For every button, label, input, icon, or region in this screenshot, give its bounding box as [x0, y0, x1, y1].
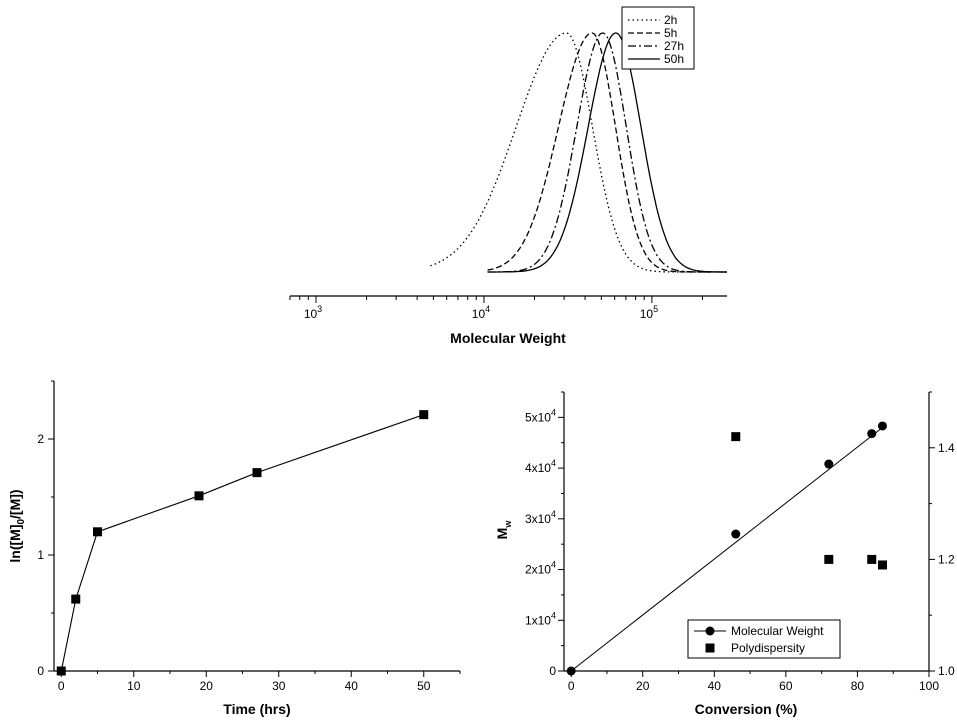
conversion-x-tick-label: 40 [708, 679, 722, 693]
kinetics-ticks: 0 10 20 30 40 50 0 1 2 [37, 380, 461, 693]
kinetics-series [56, 410, 429, 676]
mwd-tick-label: 105 [640, 304, 658, 321]
legend-marker-polydispersity [705, 643, 715, 653]
conversion-x-tick-label: 60 [779, 679, 793, 693]
legend-label-polydispersity: Polydispersity [731, 641, 805, 655]
kinetics-point [56, 666, 66, 676]
mwd-legend-label-5h: 5h [664, 26, 677, 40]
legend-marker-molecular-weight [705, 626, 715, 636]
polydispersity-point [867, 554, 877, 564]
mwd-tick-label: 103 [304, 304, 322, 321]
kinetics-y-tick-label: 0 [37, 664, 44, 678]
conversion-left-y-tick-label: 0 [549, 664, 556, 678]
conversion-left-y-tick-label: 4x104 [525, 458, 556, 475]
kinetics-x-tick-label: 0 [58, 679, 65, 693]
kinetics-x-tick-label: 20 [200, 679, 214, 693]
polydispersity-point [731, 432, 741, 442]
mwd-ticks: 103 104 105 [289, 296, 703, 321]
conversion-x-axis-title: Conversion (%) [695, 701, 798, 717]
molecular-weight-point [824, 459, 834, 469]
conversion-series [566, 421, 887, 676]
kinetics-x-tick-label: 50 [417, 679, 431, 693]
kinetics-x-tick-label: 10 [127, 679, 141, 693]
conversion-y-axis-title: Mw [494, 520, 513, 540]
conversion-x-tick-label: 0 [568, 679, 575, 693]
molecular-weight-point [867, 429, 877, 439]
conversion-left-y-tick-label: 1x104 [525, 610, 556, 627]
kinetics-x-tick-label: 30 [272, 679, 286, 693]
conversion-x-tick-label: 80 [851, 679, 865, 693]
mwd-curve-27h [487, 32, 727, 273]
kinetics-x-tick-label: 40 [345, 679, 359, 693]
kinetics-point [252, 468, 262, 478]
mwd-curve-50h [487, 32, 727, 273]
kinetics-series-line [60, 414, 424, 672]
mwd-curve-2h [430, 32, 727, 273]
kinetics-y-axis-title: ln([M]0/[M]) [7, 489, 27, 562]
kinetics-point [194, 491, 204, 501]
conversion-x-tick-label: 20 [636, 679, 650, 693]
mwd-tick-label: 104 [472, 304, 490, 321]
mwd-curve-5h [487, 32, 727, 273]
conversion-right-y-tick-label: 1.2 [938, 552, 955, 566]
conversion-x-tick-label: 100 [919, 679, 939, 693]
mwd-legend-label-50h: 50h [664, 52, 684, 66]
polydispersity-point [824, 554, 834, 564]
mwd-x-axis-title: Molecular Weight [450, 330, 566, 346]
kinetics-point [71, 594, 81, 604]
conversion-left-y-tick-label: 5x104 [525, 407, 556, 424]
mwd-legend-label-2h: 2h [664, 13, 677, 27]
kinetics-chart: 0 10 20 30 40 50 0 1 2 Time (hrs) ln([M]0/[M]) [7, 380, 461, 717]
polydispersity-point [877, 560, 887, 570]
molecular-weight-point [566, 666, 576, 676]
conversion-legend-items: Molecular Weight Polydispersity [694, 624, 824, 655]
conversion-left-y-tick-label: 3x104 [525, 509, 556, 526]
legend-label-molecular-weight: Molecular Weight [731, 624, 824, 638]
conversion-chart: 0 20 40 60 80 100 0 1x104 2x104 3x104 4x104 5x104 1.… [494, 391, 955, 717]
molecular-weight-point [877, 421, 887, 431]
mwd-curves [430, 32, 727, 273]
kinetics-point [419, 410, 429, 420]
conversion-legend: Molecular Weight Polydispersity [687, 619, 841, 659]
kinetics-y-tick-label: 1 [37, 548, 44, 562]
kinetics-y-tick-label: 2 [37, 432, 44, 446]
conversion-left-y-tick-label: 2x104 [525, 560, 556, 577]
conversion-right-y-tick-label: 1.0 [938, 664, 955, 678]
kinetics-x-axis-title: Time (hrs) [223, 701, 290, 717]
conversion-right-y-tick-label: 1.4 [938, 441, 955, 455]
molecular-weight-point [731, 529, 741, 539]
conversion-ticks: 0 20 40 60 80 100 0 1x104 2x104 3x104 4x104 5x104 1.… [525, 391, 955, 693]
mwd-legend-label-27h: 27h [664, 39, 684, 53]
kinetics-point [93, 527, 102, 537]
